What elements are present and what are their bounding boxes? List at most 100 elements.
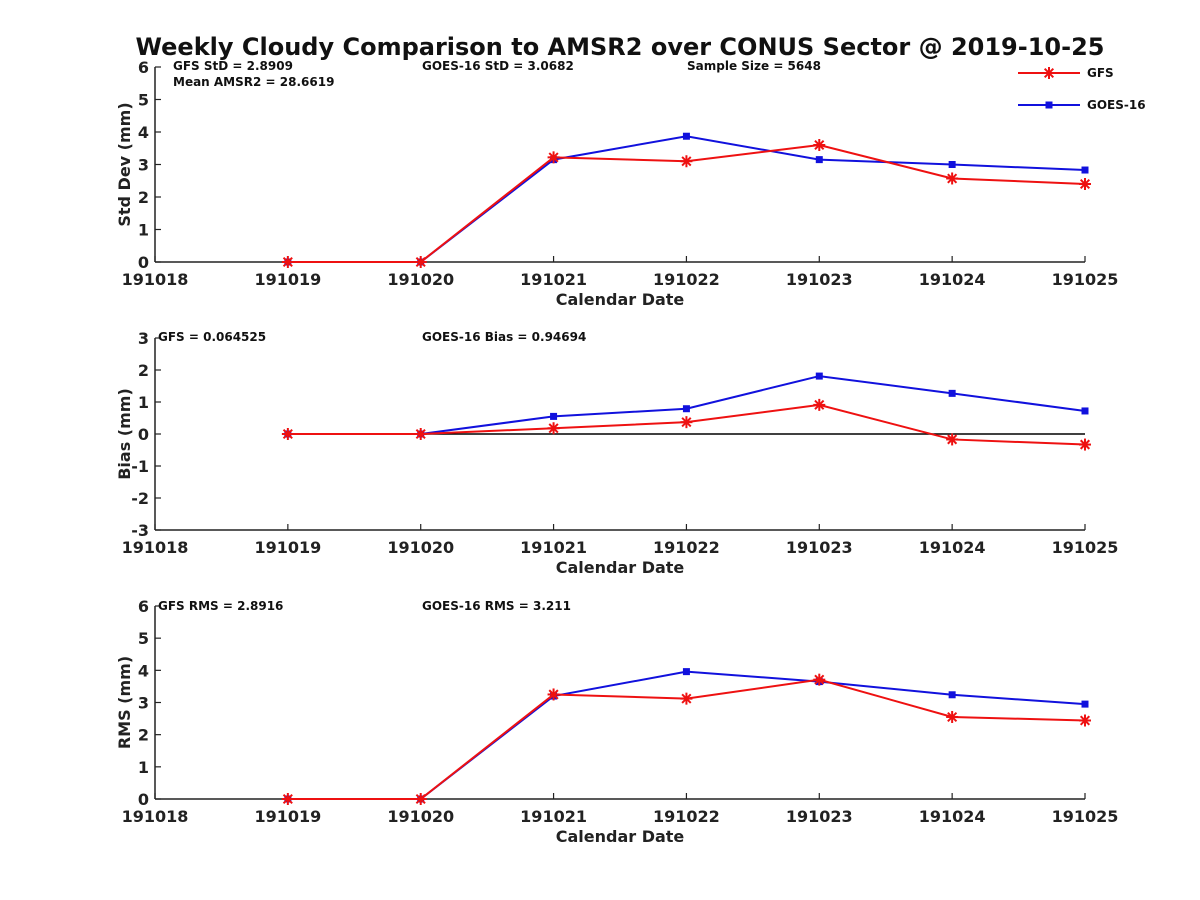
bias-x-tick-label: 191019 [254,538,321,557]
bias-goes16-point [682,405,690,413]
rms-gfs-point [281,793,294,805]
std-dev-x-tick-label: 191022 [653,270,720,289]
legend-goes16-label: GOES-16 [1087,98,1146,112]
rms-gfs-point [813,673,826,686]
rms-gfs-point [547,688,560,701]
rms-x-tick-label: 191024 [919,807,986,826]
rms-x-tick-label: 191020 [387,807,454,826]
std-dev-gfs-point [1079,178,1091,190]
bias-x-tick-label: 191023 [786,538,853,557]
rms-y-tick-label: 2 [138,726,149,745]
bias-x-tick-label: 191025 [1052,538,1119,557]
std-dev-gfs-point [281,256,294,268]
std-dev-y-axis-label: Std Dev (mm) [115,102,134,226]
bias-gfs-point [547,422,560,435]
bias-x-tick-label: 191020 [387,538,454,557]
rms-x-tick-label: 191025 [1052,807,1119,826]
bias-gfs-point [813,398,826,411]
rms-y-tick-label: 0 [138,790,149,809]
std-dev-y-tick-label: 1 [138,221,149,240]
std-dev-panel: 0 1 2 3 4 5 6 191018 191019 191020 191021 191022 191… [115,58,1118,309]
bias-gfs-point [1079,438,1091,451]
rms-x-tick-label: 191023 [786,807,853,826]
rms-y-tick-label: 5 [138,629,149,648]
std-dev-x-tick-label: 191020 [387,270,454,289]
std-dev-annotation: GFS StD = 2.8909 [173,59,293,73]
bias-y-tick-label: -3 [131,521,149,540]
std-dev-y-tick-label: 4 [138,123,149,142]
legend-gfs-label: GFS [1087,66,1114,80]
std-dev-y-tick-label: 0 [138,253,149,272]
std-dev-gfs-point [680,155,693,168]
legend-goes16-square-mark [1045,101,1053,109]
std-dev-x-tick-label: 191019 [254,270,321,289]
bias-x-tick-label: 191022 [653,538,720,557]
rms-y-axis-label: RMS (mm) [115,656,134,749]
bias-x-tick-label: 191021 [520,538,587,557]
std-dev-x-tick-label: 191025 [1052,270,1119,289]
bias-y-tick-label: 3 [138,329,149,348]
rms-goes16-point [682,668,690,676]
std-dev-y-tick-label: 5 [138,91,149,110]
std-dev-gfs-point [813,139,826,151]
std-dev-annotation: Sample Size = 5648 [687,59,821,73]
std-dev-gfs-point [414,256,427,268]
rms-gfs-point [1079,714,1091,727]
bias-annotation: GOES-16 Bias = 0.94694 [422,330,586,344]
rms-gfs-point [680,692,693,705]
rms-goes16-point [948,691,956,699]
legend: GFS GOES-16 [1018,66,1146,112]
legend-item-gfs[interactable]: GFS [1018,66,1114,80]
std-dev-y-tick-label: 3 [138,156,149,175]
bias-gfs-point [281,428,294,440]
rms-x-tick-label: 191022 [653,807,720,826]
bias-x-tick-label: 191018 [122,538,189,557]
std-dev-x-tick-label: 191018 [122,270,189,289]
std-dev-x-tick-label: 191024 [919,270,986,289]
rms-x-axis-label: Calendar Date [556,827,685,846]
bias-y-tick-label: 2 [138,361,149,380]
bias-goes16-point [815,372,823,380]
bias-panel: -3 -2 -1 0 1 2 3 191018 191019 191020 191021 191022… [115,329,1118,577]
rms-x-tick-label: 191021 [520,807,587,826]
std-dev-x-tick-label: 191021 [520,270,587,289]
rms-gfs-point [414,793,427,805]
bias-x-axis-label: Calendar Date [556,558,685,577]
std-dev-goes16-point [948,161,956,168]
bias-annotation: GFS = 0.064525 [158,330,266,344]
bias-goes16-point [1081,407,1089,415]
rms-x-tick-label: 191019 [254,807,321,826]
bias-gfs-point [414,428,427,440]
rms-y-tick-label: 4 [138,661,149,680]
legend-gfs-star-icon [1043,67,1055,79]
bias-goes16-point [550,412,558,420]
bias-y-tick-label: -1 [131,457,149,476]
std-dev-gfs-point [946,172,959,185]
std-dev-annotation: GOES-16 StD = 3.0682 [422,59,574,73]
rms-annotation: GFS RMS = 2.8916 [158,599,283,613]
rms-y-tick-label: 6 [138,597,149,616]
std-dev-goes-16-line [287,135,1086,263]
std-dev-goes16-point [682,132,690,140]
std-dev-y-tick-label: 6 [138,58,149,77]
bias-gfs-point [680,416,693,429]
rms-y-tick-label: 1 [138,758,149,777]
legend-item-goes16[interactable]: GOES-16 [1018,98,1146,112]
figure-title: Weekly Cloudy Comparison to AMSR2 over C… [136,33,1105,61]
legend-gfs-star-mark [1043,67,1055,79]
std-dev-x-axis-label: Calendar Date [556,290,685,309]
bias-y-axis-label: Bias (mm) [115,388,134,480]
std-dev-goes16-point [815,156,823,164]
bias-gfs-point [946,433,959,446]
std-dev-x-tick-label: 191023 [786,270,853,289]
bias-y-tick-label: 1 [138,393,149,412]
bias-y-tick-label: 0 [138,425,149,444]
rms-x-tick-label: 191018 [122,807,189,826]
rms-annotation: GOES-16 RMS = 3.211 [422,599,571,613]
legend-goes16-square-icon [1045,101,1053,109]
rms-goes16-point [1081,700,1089,708]
std-dev-goes16-point [1081,166,1089,174]
bias-goes16-point [948,389,956,397]
rms-gfs-point [946,710,959,723]
